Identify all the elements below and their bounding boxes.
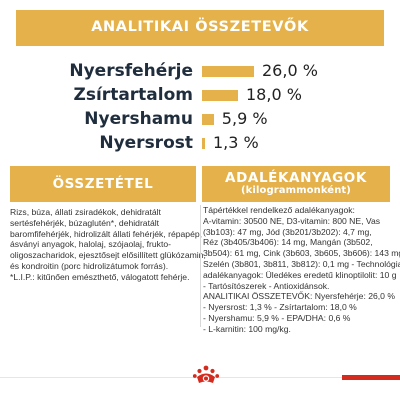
additives-line: A-vitamin: 30500 NE, D3-vitamin: 800 NE,… <box>203 215 381 226</box>
nutrient-value: 1,3 % <box>213 133 259 152</box>
composition-line: oligoszacharidok, ejesztősejt elősillíte… <box>10 250 206 261</box>
additives-line: ANALITIKAI ÖSSZETEVŐK: Nyersfehérje: 26,… <box>203 291 395 302</box>
additives-subtitle: (kilogrammonként) <box>241 185 351 197</box>
nutrient-label: Nyersrost <box>99 133 193 153</box>
analytical-constituents-banner: ANALITIKAI ÖSSZETEVŐK <box>16 10 384 46</box>
additives-title: ADALÉKANYAGOK <box>225 170 367 187</box>
additives-text: Tápértékkel rendelkező adalékanyagok: A-… <box>203 205 400 335</box>
nutrient-row-fibre: Nyersrost 1,3 % <box>0 130 400 156</box>
additives-line: Szelén (3b801, 3b811, 3b812): 0,1 mg - T… <box>203 258 400 269</box>
analytical-constituents-title: ANALITIKAI ÖSSZETEVŐK <box>91 19 309 36</box>
nutrient-value: 5,9 % <box>221 109 268 128</box>
additives-line: adalékanyagok: Üledékes eredetű klinopti… <box>203 269 397 280</box>
additives-line: - Tartósítószerek - Antioxidánsok. <box>203 280 330 291</box>
additives-line: Tápértékkel rendelkező adalékanyagok: <box>203 205 355 215</box>
nutrient-row-ash: Nyershamu 5,9 % <box>0 106 400 132</box>
composition-text: Rizs, búza, állati zsiradékok, dehidratá… <box>10 207 206 283</box>
nutrient-row-fat: Zsírtartalom 18,0 % <box>0 82 400 108</box>
additives-line: - Nyershamu: 5,9 % - EPA/DHA: 0,6 % <box>203 312 351 323</box>
nutrient-bar <box>202 90 238 101</box>
composition-line: baromfifehérjék, hidrolizált állati fehé… <box>10 228 203 239</box>
additives-line: - Nyersrost: 1,3 % - Zsírtartalom: 18,0 … <box>203 302 357 313</box>
brand-red-bar <box>342 375 400 380</box>
column-divider <box>200 205 201 327</box>
additives-line: - L-karnitin: 100 mg/kg. <box>203 323 291 334</box>
nutrient-value: 26,0 % <box>262 61 318 80</box>
composition-line: Rizs, búza, állati zsiradékok, dehidratá… <box>10 207 161 217</box>
composition-title: ÖSSZETÉTEL <box>52 175 154 192</box>
nutrient-label: Nyershamu <box>84 109 193 129</box>
composition-banner: ÖSSZETÉTEL <box>10 166 196 202</box>
nutrient-value: 18,0 % <box>246 85 302 104</box>
nutrient-label: Nyersfehérje <box>69 61 193 81</box>
additives-line: 3b504): 61 mg, Cink (3b603, 3b605, 3b606… <box>203 248 400 259</box>
additives-banner: ADALÉKANYAGOK (kilogrammonként) <box>202 166 390 202</box>
additives-line: Réz (3b405/3b406): 14 mg, Mangán (3b502, <box>203 237 373 248</box>
composition-line: *L.I.P.: kitűnően emészthető, válogatott… <box>10 271 190 282</box>
additives-line: (3b103): 47 mg, Jód (3b201/3b202): 4,7 m… <box>203 226 372 237</box>
nutrient-bar <box>202 66 254 77</box>
composition-line: ásványi anyagok, halolaj, szójaolaj, fru… <box>10 239 171 250</box>
composition-line: sertésfehérjék, búzaglutén*, dehidratált <box>10 217 160 228</box>
nutrient-row-protein: Nyersfehérje 26,0 % <box>0 58 400 84</box>
nutrient-label: Zsírtartalom <box>73 85 193 105</box>
nutrient-bar <box>202 138 205 149</box>
royal-canin-crown-icon <box>192 365 220 383</box>
composition-line: és kondroitin (porc hidrolizátumok forrá… <box>10 260 169 271</box>
nutrient-bar <box>202 114 214 125</box>
